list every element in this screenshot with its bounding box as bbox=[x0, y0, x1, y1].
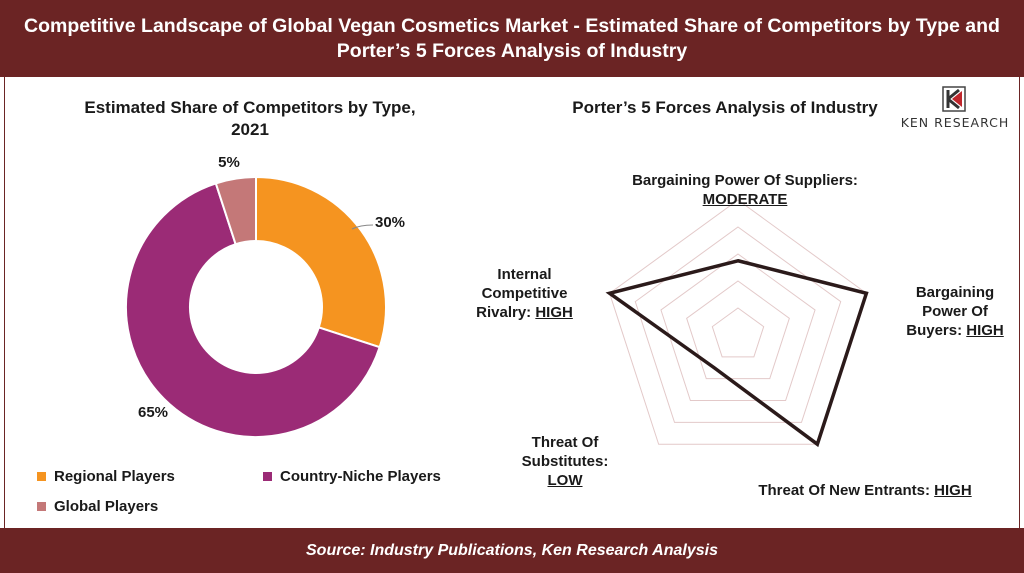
radar-label-suppliers: Bargaining Power Of Suppliers: MODERATE bbox=[600, 171, 890, 209]
ken-research-logo: KEN RESEARCH bbox=[885, 85, 1024, 135]
radar-rating-rivalry: HIGH bbox=[535, 304, 573, 321]
legend-label-global: Global Players bbox=[54, 498, 159, 515]
legend-label-country-niche: Country-Niche Players bbox=[280, 468, 441, 485]
radar-grid-ring-2 bbox=[686, 280, 790, 380]
donut-chart: 30% 65% 5% bbox=[125, 154, 405, 438]
ken-research-k-icon bbox=[942, 86, 966, 112]
legend-label-regional: Regional Players bbox=[54, 468, 175, 485]
donut-slice-1 bbox=[125, 182, 381, 438]
radar-axis-label-new-entrants: Threat Of New Entrants: bbox=[758, 482, 930, 499]
main-panel: Estimated Share of Competitors by Type, … bbox=[4, 77, 1020, 528]
radar-grid-ring-3 bbox=[660, 253, 816, 402]
legend-swatch-country-niche bbox=[263, 472, 272, 481]
radar-chart bbox=[605, 199, 869, 448]
legend-item-regional: Regional Players bbox=[37, 468, 175, 485]
page-title: Competitive Landscape of Global Vegan Co… bbox=[24, 14, 1000, 62]
radar-axis-label-substitutes: Threat Of Substitutes: bbox=[521, 434, 609, 470]
donut-data-label-2: 5% bbox=[218, 154, 240, 171]
radar-series-line bbox=[605, 258, 869, 448]
page-footer: Source: Industry Publications, Ken Resea… bbox=[0, 528, 1024, 573]
radar-rating-suppliers: MODERATE bbox=[702, 191, 788, 208]
radar-label-rivalry: Internal Competitive Rivalry: HIGH bbox=[467, 265, 582, 322]
donut-data-label-0: 30% bbox=[375, 214, 405, 231]
donut-slice-2 bbox=[214, 175, 257, 246]
legend-swatch-regional bbox=[37, 472, 46, 481]
radar-axis-label-rivalry: Internal Competitive Rivalry: bbox=[476, 266, 568, 321]
radar-grid-ring-4 bbox=[634, 226, 842, 423]
radar-rating-substitutes: LOW bbox=[547, 472, 583, 489]
radar-label-substitutes: Threat Of Substitutes: LOW bbox=[510, 433, 620, 490]
legend-item-country-niche: Country-Niche Players bbox=[263, 468, 441, 485]
radar-axis-label-buyers: Bargaining Power Of Buyers: bbox=[906, 284, 995, 339]
donut-slice-0 bbox=[255, 175, 387, 349]
radar-rating-buyers: HIGH bbox=[966, 322, 1004, 339]
page-header: Competitive Landscape of Global Vegan Co… bbox=[0, 0, 1024, 77]
donut-data-label-1: 65% bbox=[138, 404, 168, 421]
radar-grid-ring-1 bbox=[711, 307, 765, 358]
radar-label-buyers: Bargaining Power Of Buyers: HIGH bbox=[900, 283, 1010, 340]
radar-axis-label-suppliers: Bargaining Power Of Suppliers: bbox=[632, 172, 858, 189]
source-note: Source: Industry Publications, Ken Resea… bbox=[306, 541, 718, 559]
logo-text: KEN RESEARCH bbox=[900, 115, 1010, 130]
radar-grid-ring-5 bbox=[609, 199, 867, 445]
donut-leader-line-0 bbox=[351, 224, 374, 230]
radar-label-new-entrants: Threat Of New Entrants: HIGH bbox=[725, 481, 1005, 500]
legend-swatch-global bbox=[37, 502, 46, 511]
pie-chart-title: Estimated Share of Competitors by Type, … bbox=[84, 98, 416, 139]
radar-chart-title: Porter’s 5 Forces Analysis of Industry bbox=[572, 98, 878, 117]
radar-rating-new-entrants: HIGH bbox=[934, 482, 972, 499]
legend-item-global: Global Players bbox=[37, 498, 158, 515]
